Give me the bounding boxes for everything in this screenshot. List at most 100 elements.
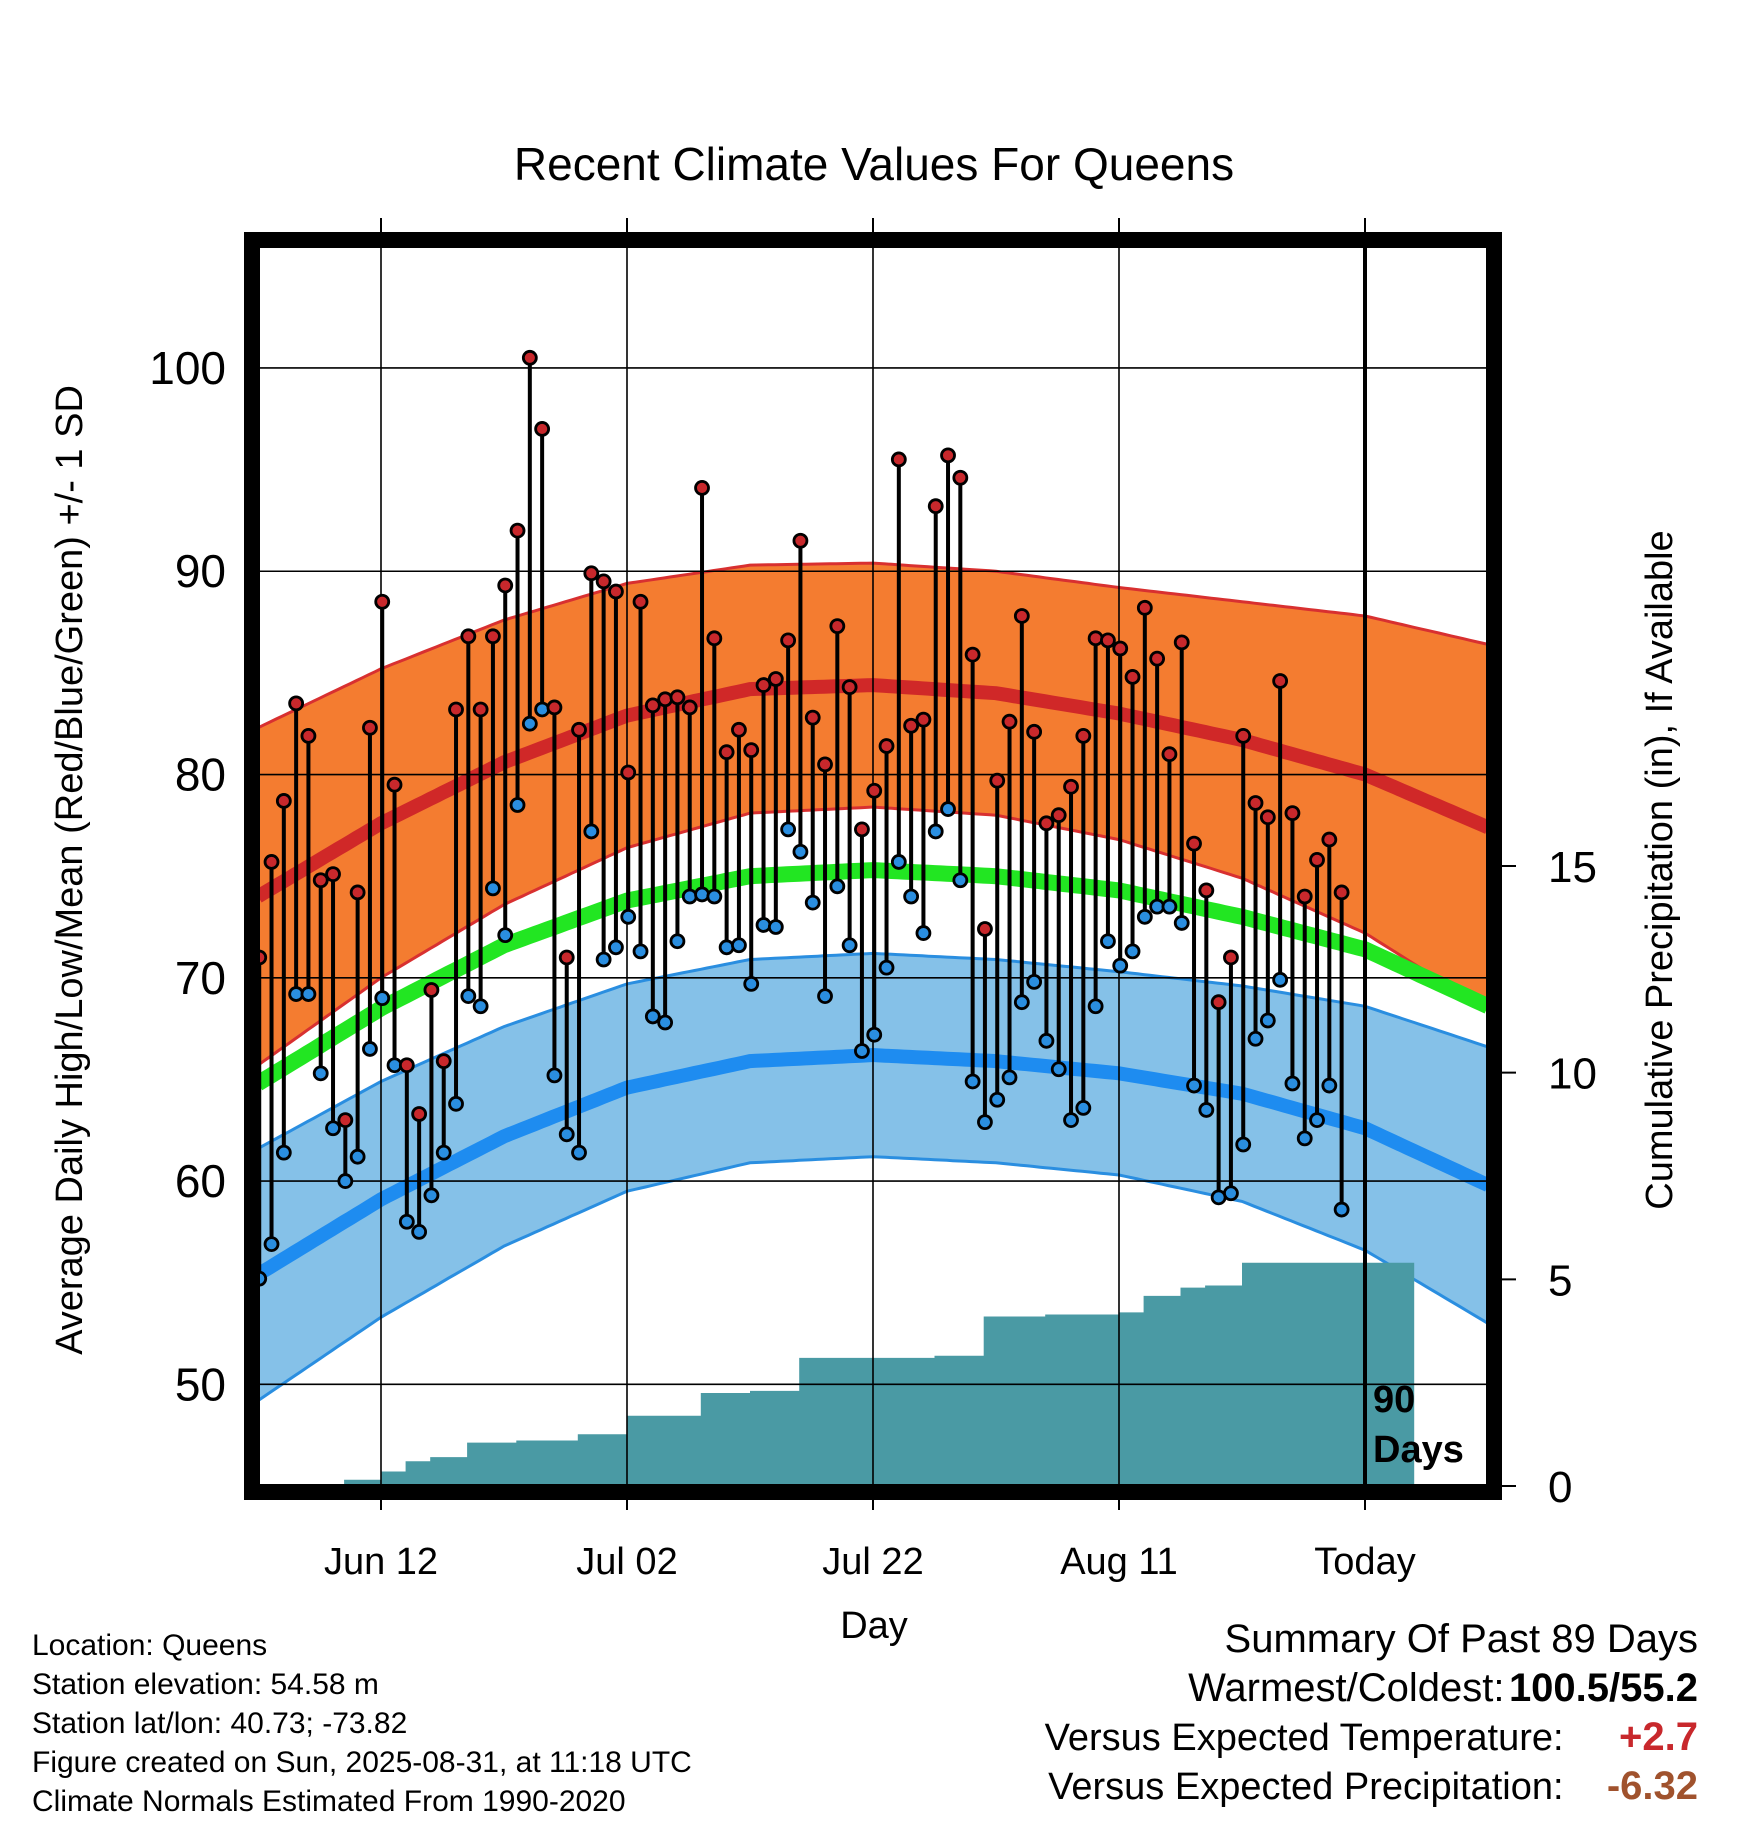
daily-low-point	[1161, 898, 1178, 915]
daily-low-point	[1173, 915, 1190, 931]
daily-high-point	[337, 1112, 354, 1128]
x-tick-label: Today	[1314, 1541, 1415, 1583]
daily-high-point	[312, 872, 329, 889]
axes: 50 60 70 80 90 100 0 5 10 15 Jun 12 Jul 02 Jul 22 Aug…	[149, 218, 1597, 1583]
daily-low-point	[903, 888, 920, 905]
latlon-text: Station lat/lon: 40.73; -73.82	[32, 1707, 408, 1740]
daily-low-point	[1284, 1075, 1301, 1092]
daily-low-point	[1259, 1012, 1276, 1029]
daily-high-point	[706, 630, 723, 647]
y2-tick-label: 10	[1548, 1050, 1597, 1099]
daily-high-point	[1173, 634, 1190, 651]
daily-low-point	[1272, 971, 1289, 988]
daily-high-point	[300, 728, 317, 744]
daily-low-point	[312, 1065, 329, 1082]
daily-high-point	[558, 949, 575, 966]
daily-low-point	[300, 986, 317, 1002]
daily-high-point	[804, 709, 821, 726]
daily-low-point	[571, 1144, 587, 1161]
daily-high-point	[472, 701, 489, 718]
daily-high-point	[829, 618, 846, 635]
daily-low-point	[521, 715, 538, 732]
daily-low-point	[620, 908, 637, 925]
daily-low-point	[275, 1144, 292, 1161]
daily-high-point	[743, 742, 760, 759]
daily-high-point	[657, 691, 674, 708]
daily-high-point	[1038, 815, 1055, 832]
daily-low-point	[1050, 1061, 1067, 1078]
x-tick-label: Jul 02	[576, 1541, 677, 1583]
daily-low-point	[497, 927, 514, 944]
daily-low-point	[534, 701, 551, 718]
daily-low-point	[866, 1026, 883, 1043]
daily-low-point	[669, 933, 686, 950]
daily-low-point	[595, 951, 612, 968]
daily-high-point	[1050, 807, 1067, 824]
daily-high-point	[644, 697, 661, 714]
daily-high-point	[423, 982, 440, 998]
daily-high-point	[854, 821, 870, 838]
station-info: Location: Queens Station elevation: 54.5…	[32, 1626, 692, 1821]
daily-low-point	[337, 1173, 354, 1189]
daily-high-point	[669, 689, 686, 706]
daily-high-point	[263, 854, 280, 870]
daily-high-point	[927, 498, 944, 515]
daily-low-point	[718, 939, 735, 956]
daily-low-point	[362, 1041, 378, 1057]
daily-low-point	[1038, 1032, 1055, 1049]
daily-low-point	[767, 919, 784, 935]
daily-low-point	[423, 1187, 440, 1204]
daily-high-point	[731, 721, 747, 738]
daily-high-point	[755, 677, 772, 693]
daily-low-point	[485, 880, 501, 897]
daily-low-point	[755, 917, 772, 933]
y-tick-label: 70	[175, 952, 226, 1004]
daily-low-point	[681, 888, 698, 905]
daily-high-point	[497, 577, 514, 594]
x-tick-label: Jun 12	[324, 1541, 438, 1583]
daily-low-point	[952, 872, 969, 889]
daily-high-point	[866, 782, 883, 799]
daily-low-point	[694, 886, 710, 903]
daily-high-point	[546, 699, 563, 716]
chart-title: Recent Climate Values For Queens	[514, 138, 1234, 190]
daily-low-point	[1296, 1130, 1313, 1147]
daily-low-point	[558, 1126, 575, 1143]
daily-high-point	[1026, 723, 1043, 740]
daily-low-point	[854, 1043, 870, 1059]
daily-high-point	[694, 480, 710, 496]
daily-low-point	[374, 990, 391, 1007]
daily-low-point	[448, 1095, 464, 1112]
y-tick-label: 60	[175, 1155, 226, 1207]
warm-cold-label: Warmest/Coldest:	[1188, 1666, 1505, 1710]
location-text: Location: Queens	[32, 1629, 268, 1662]
daily-low-point	[472, 998, 489, 1015]
daily-high-point	[718, 744, 735, 761]
x-tick-label: Aug 11	[1060, 1541, 1178, 1583]
daily-low-point	[1247, 1030, 1264, 1047]
daily-low-point	[509, 797, 526, 813]
x-tick-label: Jul 22	[822, 1541, 923, 1583]
daily-high-point	[1124, 669, 1141, 685]
daily-low-point	[780, 821, 797, 838]
elevation-text: Station elevation: 54.58 m	[32, 1668, 379, 1701]
normals-text: Climate Normals Estimated From 1990-2020	[32, 1785, 626, 1818]
summary-panel: Summary Of Past 89 Days Warmest/Coldest:…	[1045, 1617, 1698, 1813]
daily-high-point	[878, 738, 895, 754]
daily-low-point	[1075, 1100, 1092, 1116]
daily-high-point	[595, 573, 612, 590]
daily-high-point	[1112, 640, 1129, 657]
daily-high-point	[275, 793, 292, 809]
daily-low-point	[644, 1008, 661, 1025]
daily-low-point	[632, 943, 649, 960]
daily-low-point	[817, 988, 833, 1004]
daily-low-point	[1321, 1077, 1338, 1094]
daily-points	[251, 349, 1350, 1287]
daily-low-point	[1087, 998, 1104, 1015]
daily-high-point	[915, 711, 932, 728]
daily-high-point	[349, 884, 366, 901]
y-tick-label: 90	[175, 545, 226, 597]
daily-low-point	[1026, 973, 1043, 990]
y2-tick-label: 15	[1548, 843, 1597, 892]
